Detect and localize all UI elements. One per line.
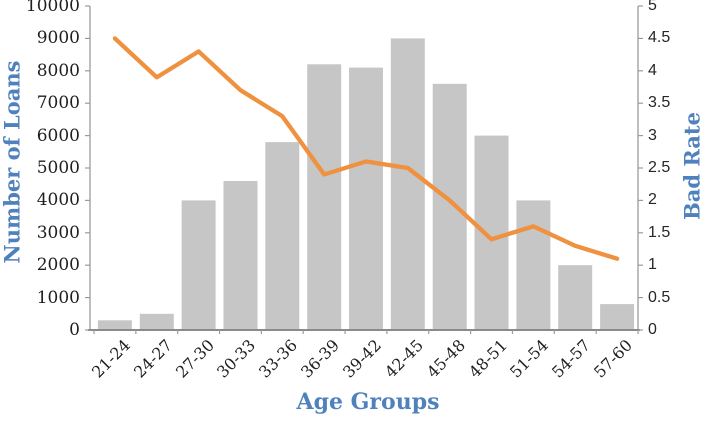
right-tick-label-1: 1 (648, 256, 657, 274)
bar-27-30 (181, 200, 216, 330)
left-tick-label-1000: 1000 (36, 287, 80, 308)
bar-24-27 (139, 313, 174, 330)
bar-30-33 (223, 181, 258, 330)
right-tick-label-5: 5 (648, 0, 657, 14)
bar-21-24 (97, 320, 132, 330)
right-tick-label-4.5: 4.5 (648, 29, 671, 47)
bar-42-45 (390, 38, 425, 331)
bar-39-42 (349, 67, 383, 330)
bad-rate-line (112, 36, 620, 261)
left-tick-label-10000: 10000 (25, 0, 80, 16)
right-tick-label-0: 0 (648, 321, 657, 338)
left-tick-label-3000: 3000 (36, 222, 80, 243)
right-tick-label-4: 4 (648, 61, 657, 79)
left-axis-title: Number of Loans (0, 60, 25, 264)
left-tick-label-0: 0 (69, 320, 80, 340)
left-tick-label-6000: 6000 (36, 125, 80, 146)
right-tick-label-3: 3 (648, 126, 657, 144)
right-axis-title: Bad Rate (679, 112, 705, 220)
right-tick-label-2: 2 (648, 191, 657, 209)
left-tick-label-5000: 5000 (36, 158, 80, 178)
right-tick-label-1.5: 1.5 (648, 223, 671, 241)
bar-48-51 (474, 135, 509, 330)
bar-33-36 (265, 142, 300, 330)
right-tick-label-0.5: 0.5 (648, 288, 671, 306)
left-tick-label-9000: 9000 (36, 28, 80, 49)
bar-36-39 (307, 64, 342, 331)
left-tick-label-7000: 7000 (36, 93, 80, 114)
bar-51-54 (516, 200, 551, 330)
bar-54-57 (558, 265, 593, 330)
bar-45-48 (432, 83, 467, 330)
right-tick-label-2.5: 2.5 (648, 159, 671, 176)
right-tick-label-3.5: 3.5 (648, 94, 671, 112)
left-tick-label-8000: 8000 (36, 60, 80, 81)
bar-57-60 (600, 304, 635, 330)
left-tick-label-4000: 4000 (36, 190, 80, 211)
left-tick-label-2000: 2000 (36, 255, 80, 276)
x-axis-title: Age Groups (296, 389, 440, 415)
